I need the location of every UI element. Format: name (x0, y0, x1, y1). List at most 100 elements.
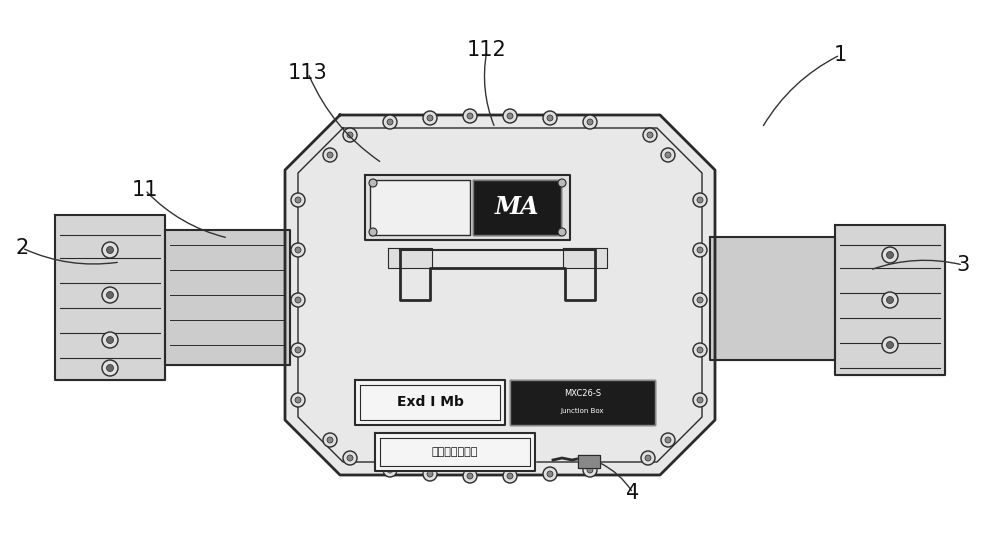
Circle shape (661, 148, 675, 162)
Circle shape (583, 463, 597, 477)
Circle shape (327, 152, 333, 158)
Circle shape (697, 347, 703, 353)
Circle shape (291, 293, 305, 307)
Circle shape (463, 469, 477, 483)
Circle shape (693, 293, 707, 307)
Circle shape (558, 179, 566, 187)
Polygon shape (370, 180, 470, 235)
Circle shape (106, 364, 114, 372)
Circle shape (369, 179, 377, 187)
Polygon shape (473, 180, 561, 235)
Text: 11: 11 (132, 180, 158, 200)
Circle shape (643, 128, 657, 142)
Text: MA: MA (495, 196, 539, 220)
Circle shape (106, 292, 114, 299)
Circle shape (547, 471, 553, 477)
Circle shape (463, 109, 477, 123)
Polygon shape (388, 248, 432, 268)
Polygon shape (55, 215, 165, 380)
Circle shape (106, 247, 114, 254)
Circle shape (882, 292, 898, 308)
Circle shape (343, 128, 357, 142)
Circle shape (697, 247, 703, 253)
Circle shape (387, 467, 393, 473)
Circle shape (295, 347, 301, 353)
Polygon shape (835, 225, 945, 375)
Circle shape (423, 111, 437, 125)
Circle shape (347, 455, 353, 461)
Text: 3: 3 (956, 255, 970, 275)
Polygon shape (165, 230, 290, 365)
Circle shape (647, 132, 653, 138)
Text: MXC26-S: MXC26-S (564, 389, 601, 398)
Polygon shape (563, 248, 607, 268)
Circle shape (323, 433, 337, 447)
Circle shape (291, 393, 305, 407)
Circle shape (583, 115, 597, 129)
Circle shape (697, 297, 703, 303)
Circle shape (665, 437, 671, 443)
Polygon shape (355, 380, 505, 425)
Circle shape (507, 473, 513, 479)
Circle shape (697, 397, 703, 403)
Circle shape (693, 343, 707, 357)
Text: 2: 2 (15, 238, 29, 258)
Polygon shape (710, 237, 835, 360)
Text: Junction Box: Junction Box (561, 408, 604, 414)
Circle shape (383, 115, 397, 129)
Circle shape (387, 119, 393, 125)
Text: 4: 4 (626, 483, 640, 503)
Circle shape (467, 113, 473, 119)
Circle shape (558, 228, 566, 236)
Circle shape (343, 451, 357, 465)
Circle shape (102, 332, 118, 348)
Circle shape (547, 115, 553, 121)
Circle shape (291, 193, 305, 207)
Text: Exd I Mb: Exd I Mb (397, 396, 463, 409)
Circle shape (645, 455, 651, 461)
Circle shape (427, 471, 433, 477)
Circle shape (503, 469, 517, 483)
Circle shape (587, 119, 593, 125)
Circle shape (641, 451, 655, 465)
Circle shape (295, 247, 301, 253)
Circle shape (291, 243, 305, 257)
Circle shape (383, 463, 397, 477)
Circle shape (697, 197, 703, 203)
Circle shape (291, 343, 305, 357)
Circle shape (427, 115, 433, 121)
Circle shape (102, 360, 118, 376)
Circle shape (661, 433, 675, 447)
Circle shape (882, 337, 898, 353)
Circle shape (102, 287, 118, 303)
Circle shape (693, 393, 707, 407)
Circle shape (665, 152, 671, 158)
Circle shape (106, 336, 114, 344)
Polygon shape (510, 380, 655, 425)
Circle shape (693, 193, 707, 207)
Circle shape (323, 148, 337, 162)
Circle shape (887, 341, 894, 349)
Circle shape (882, 247, 898, 263)
Circle shape (693, 243, 707, 257)
Circle shape (543, 111, 557, 125)
Circle shape (423, 467, 437, 481)
Circle shape (507, 113, 513, 119)
Text: 112: 112 (467, 40, 507, 60)
Text: 1: 1 (833, 45, 847, 65)
Circle shape (503, 109, 517, 123)
Circle shape (327, 437, 333, 443)
Circle shape (887, 296, 894, 304)
Circle shape (467, 473, 473, 479)
Circle shape (102, 242, 118, 258)
Circle shape (347, 132, 353, 138)
Text: 113: 113 (288, 63, 328, 83)
Polygon shape (365, 175, 570, 240)
Circle shape (543, 467, 557, 481)
Circle shape (295, 397, 301, 403)
Circle shape (369, 228, 377, 236)
Circle shape (587, 467, 593, 473)
Polygon shape (578, 455, 600, 468)
Circle shape (887, 252, 894, 259)
Polygon shape (285, 115, 715, 475)
